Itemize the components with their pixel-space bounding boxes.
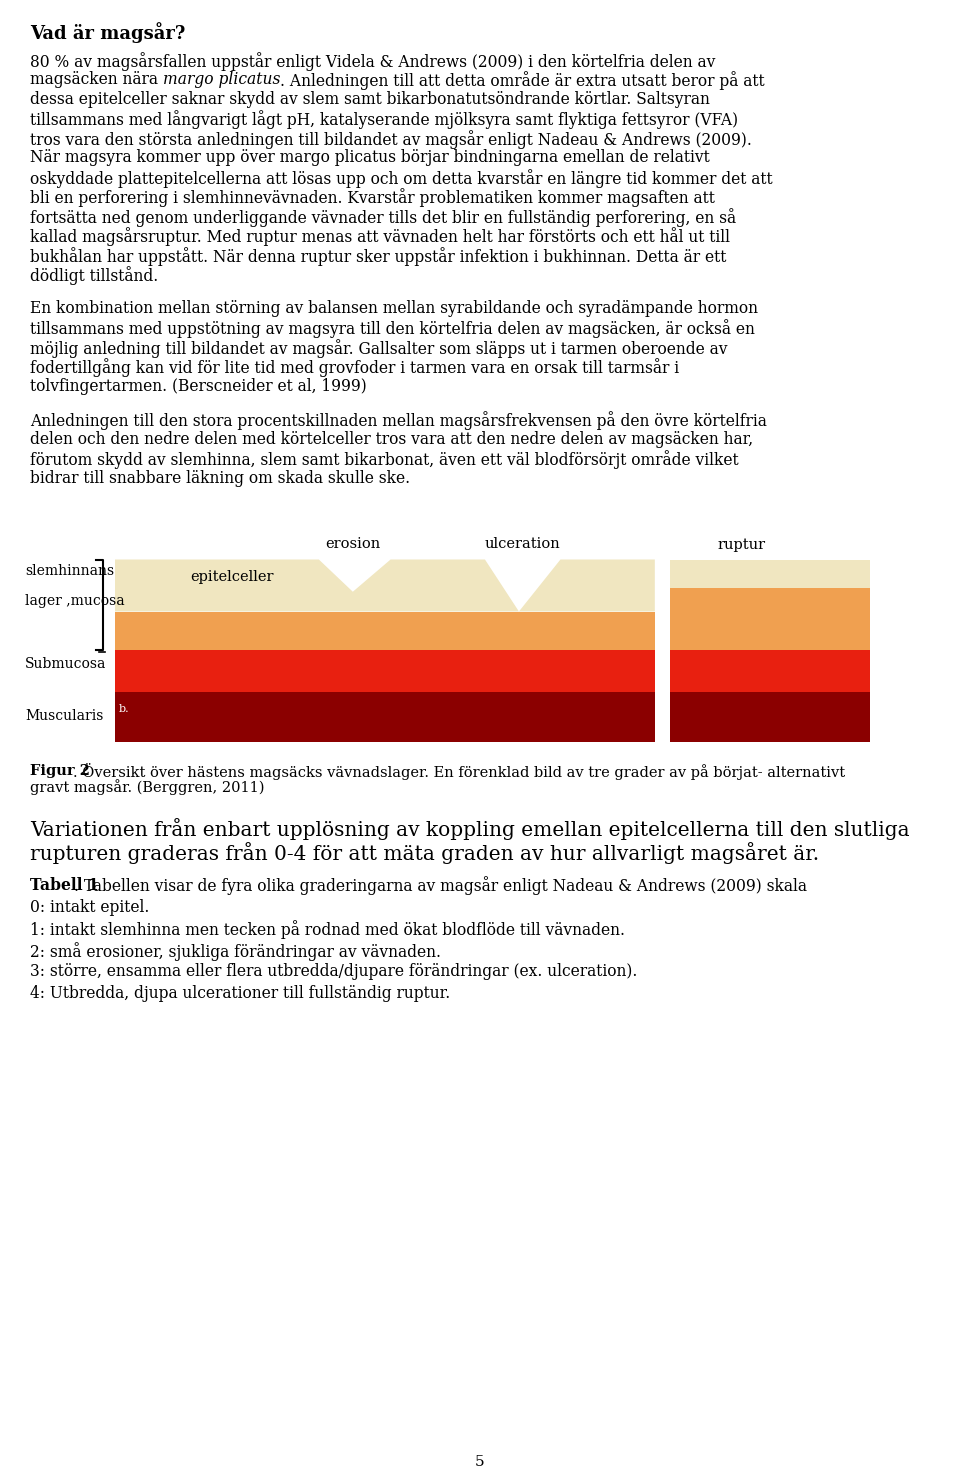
Polygon shape	[670, 559, 870, 589]
Text: . Översikt över hästens magsäcks vävnadslager. En förenklad bild av tre grader a: . Översikt över hästens magsäcks vävnads…	[73, 763, 845, 781]
Text: förutom skydd av slemhinna, slem samt bikarbonat, även ett väl blodförsörjt områ: förutom skydd av slemhinna, slem samt bi…	[30, 451, 738, 469]
Polygon shape	[670, 649, 870, 692]
Text: Muscularis: Muscularis	[25, 710, 104, 723]
Text: ulceration: ulceration	[485, 537, 561, 552]
Text: 2: små erosioner, sjukliga förändringar av vävnaden.: 2: små erosioner, sjukliga förändringar …	[30, 942, 441, 961]
Text: oskyddade plattepitelcellerna att lösas upp och om detta kvarstår en längre tid : oskyddade plattepitelcellerna att lösas …	[30, 169, 773, 188]
Text: 0: intakt epitel.: 0: intakt epitel.	[30, 899, 150, 916]
Polygon shape	[670, 589, 870, 649]
Text: b.: b.	[119, 704, 130, 713]
Text: tolvfingertarmen. (Berscneider et al, 1999): tolvfingertarmen. (Berscneider et al, 19…	[30, 379, 367, 395]
Text: . Anledningen till att detta område är extra utsatt beror på att: . Anledningen till att detta område är e…	[280, 71, 765, 90]
Text: En kombination mellan störning av balansen mellan syrabildande och syradämpande : En kombination mellan störning av balans…	[30, 300, 758, 317]
Text: Variationen från enbart upplösning av koppling emellan epitelcellerna till den s: Variationen från enbart upplösning av ko…	[30, 818, 910, 840]
Text: 80 % av magsårsfallen uppstår enligt Videla & Andrews (2009) i den körtelfria de: 80 % av magsårsfallen uppstår enligt Vid…	[30, 52, 715, 71]
Text: Figur 2: Figur 2	[30, 763, 90, 778]
Text: tros vara den största anledningen till bildandet av magsår enligt Nadeau & Andre: tros vara den största anledningen till b…	[30, 130, 752, 149]
Text: bidrar till snabbare läkning om skada skulle ske.: bidrar till snabbare läkning om skada sk…	[30, 470, 410, 487]
Polygon shape	[115, 559, 655, 611]
Text: Anledningen till den stora procentskillnaden mellan magsårsfrekvensen på den övr: Anledningen till den stora procentskilln…	[30, 411, 767, 430]
Text: rupturen graderas från 0-4 för att mäta graden av hur allvarligt magsåret är.: rupturen graderas från 0-4 för att mäta …	[30, 843, 819, 865]
Polygon shape	[115, 649, 655, 692]
Text: Tabell 1: Tabell 1	[30, 877, 99, 893]
Text: . Tabellen visar de fyra olika graderingarna av magsår enligt Nadeau & Andrews (: . Tabellen visar de fyra olika gradering…	[74, 877, 807, 895]
Text: gravt magsår. (Berggren, 2011): gravt magsår. (Berggren, 2011)	[30, 779, 265, 796]
Text: 1: intakt slemhinna men tecken på rodnad med ökat blodflöde till vävnaden.: 1: intakt slemhinna men tecken på rodnad…	[30, 920, 625, 939]
Text: tillsammans med långvarigt lågt pH, katalyserande mjölksyra samt flyktiga fettsy: tillsammans med långvarigt lågt pH, kata…	[30, 111, 738, 129]
Text: 3: större, ensamma eller flera utbredda/djupare förändringar (ex. ulceration).: 3: större, ensamma eller flera utbredda/…	[30, 963, 637, 981]
Text: erosion: erosion	[325, 537, 380, 552]
Text: tillsammans med uppstötning av magsyra till den körtelfria delen av magsäcken, ä: tillsammans med uppstötning av magsyra t…	[30, 319, 755, 339]
Text: möjlig anledning till bildandet av magsår. Gallsalter som släpps ut i tarmen obe: möjlig anledning till bildandet av magså…	[30, 339, 728, 358]
Text: delen och den nedre delen med körtelceller tros vara att den nedre delen av mags: delen och den nedre delen med körtelcell…	[30, 430, 754, 448]
Polygon shape	[115, 611, 655, 649]
Text: Vad är magsår?: Vad är magsår?	[30, 22, 185, 43]
Text: epitelceller: epitelceller	[190, 571, 274, 584]
Text: bukhålan har uppstått. När denna ruptur sker uppstår infektion i bukhinnan. Dett: bukhålan har uppstått. När denna ruptur …	[30, 247, 727, 266]
Text: ruptur: ruptur	[717, 537, 766, 552]
Text: 5: 5	[475, 1455, 485, 1469]
Text: kallad magsårsruptur. Med ruptur menas att vävnaden helt har förstörts och ett h: kallad magsårsruptur. Med ruptur menas a…	[30, 228, 730, 247]
Text: fodertillgång kan vid för lite tid med grovfoder i tarmen vara en orsak till tar: fodertillgång kan vid för lite tid med g…	[30, 358, 679, 377]
Text: fortsätta ned genom underliggande vävnader tills det blir en fullständig perfore: fortsätta ned genom underliggande vävnad…	[30, 209, 736, 226]
Text: lager ,mucosa: lager ,mucosa	[25, 578, 125, 608]
Polygon shape	[115, 692, 655, 741]
Polygon shape	[670, 692, 870, 741]
Text: dessa epitelceller saknar skydd av slem samt bikarbonatutsöndrande körtlar. Salt: dessa epitelceller saknar skydd av slem …	[30, 92, 709, 108]
Text: dödligt tillstånd.: dödligt tillstånd.	[30, 266, 158, 285]
Text: slemhinnans: slemhinnans	[25, 563, 114, 578]
Text: magsäcken nära: magsäcken nära	[30, 71, 163, 89]
Text: 4: Utbredda, djupa ulcerationer till fullständig ruptur.: 4: Utbredda, djupa ulcerationer till ful…	[30, 985, 450, 1001]
Text: bli en perforering i slemhinnevävnaden. Kvarstår problematiken kommer magsaften : bli en perforering i slemhinnevävnaden. …	[30, 188, 715, 207]
Text: När magsyra kommer upp över margo plicatus börjar bindningarna emellan de relati: När magsyra kommer upp över margo plicat…	[30, 149, 709, 167]
Text: Submucosa: Submucosa	[25, 658, 107, 671]
Text: margo plicatus: margo plicatus	[163, 71, 280, 89]
